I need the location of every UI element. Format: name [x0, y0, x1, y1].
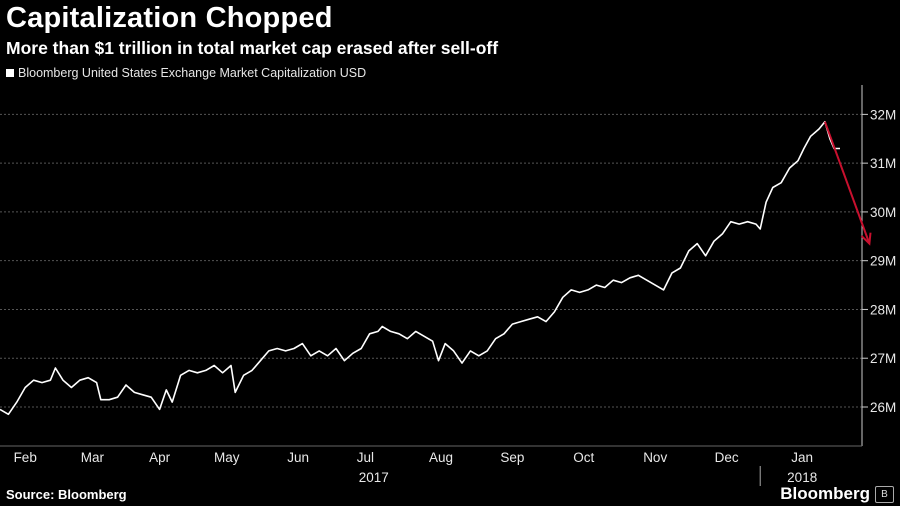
series-line — [0, 120, 840, 416]
selloff-arrow — [823, 121, 871, 244]
y-tick-label: 32M — [870, 107, 896, 122]
x-tick-label: Aug — [429, 450, 453, 465]
legend: Bloomberg United States Exchange Market … — [6, 66, 366, 80]
x-tick-label: Sep — [500, 450, 524, 465]
x-tick-label: Feb — [14, 450, 37, 465]
x-tick-label: Jan — [791, 450, 813, 465]
y-tick-label: 29M — [870, 254, 896, 269]
x-tick-label: Oct — [573, 450, 594, 465]
legend-swatch — [6, 69, 14, 77]
chart-title: Capitalization Chopped — [6, 2, 333, 34]
x-tick-label: May — [214, 450, 240, 465]
year-label: 2018 — [787, 470, 817, 485]
x-tick-label: Jun — [287, 450, 309, 465]
bloomberg-logo: Bloomberg — [780, 484, 870, 503]
x-tick-label: Mar — [81, 450, 105, 465]
x-tick-label: Dec — [715, 450, 739, 465]
y-tick-label: 30M — [870, 205, 896, 220]
legend-label: Bloomberg United States Exchange Market … — [18, 66, 367, 80]
chart-subtitle: More than $1 trillion in total market ca… — [6, 38, 499, 58]
x-tick-label: Jul — [357, 450, 374, 465]
arrow-head-icon — [860, 232, 872, 246]
bloomberg-b-icon: B — [875, 486, 894, 503]
y-tick-label: 31M — [870, 156, 896, 171]
y-tick-label: 27M — [870, 351, 896, 366]
source-note: Source: Bloomberg — [6, 487, 127, 502]
y-tick-label: 28M — [870, 302, 896, 317]
year-label: 2017 — [359, 470, 389, 485]
x-tick-label: Nov — [643, 450, 667, 465]
y-tick-label: 26M — [870, 400, 896, 415]
x-tick-label: Apr — [149, 450, 171, 465]
